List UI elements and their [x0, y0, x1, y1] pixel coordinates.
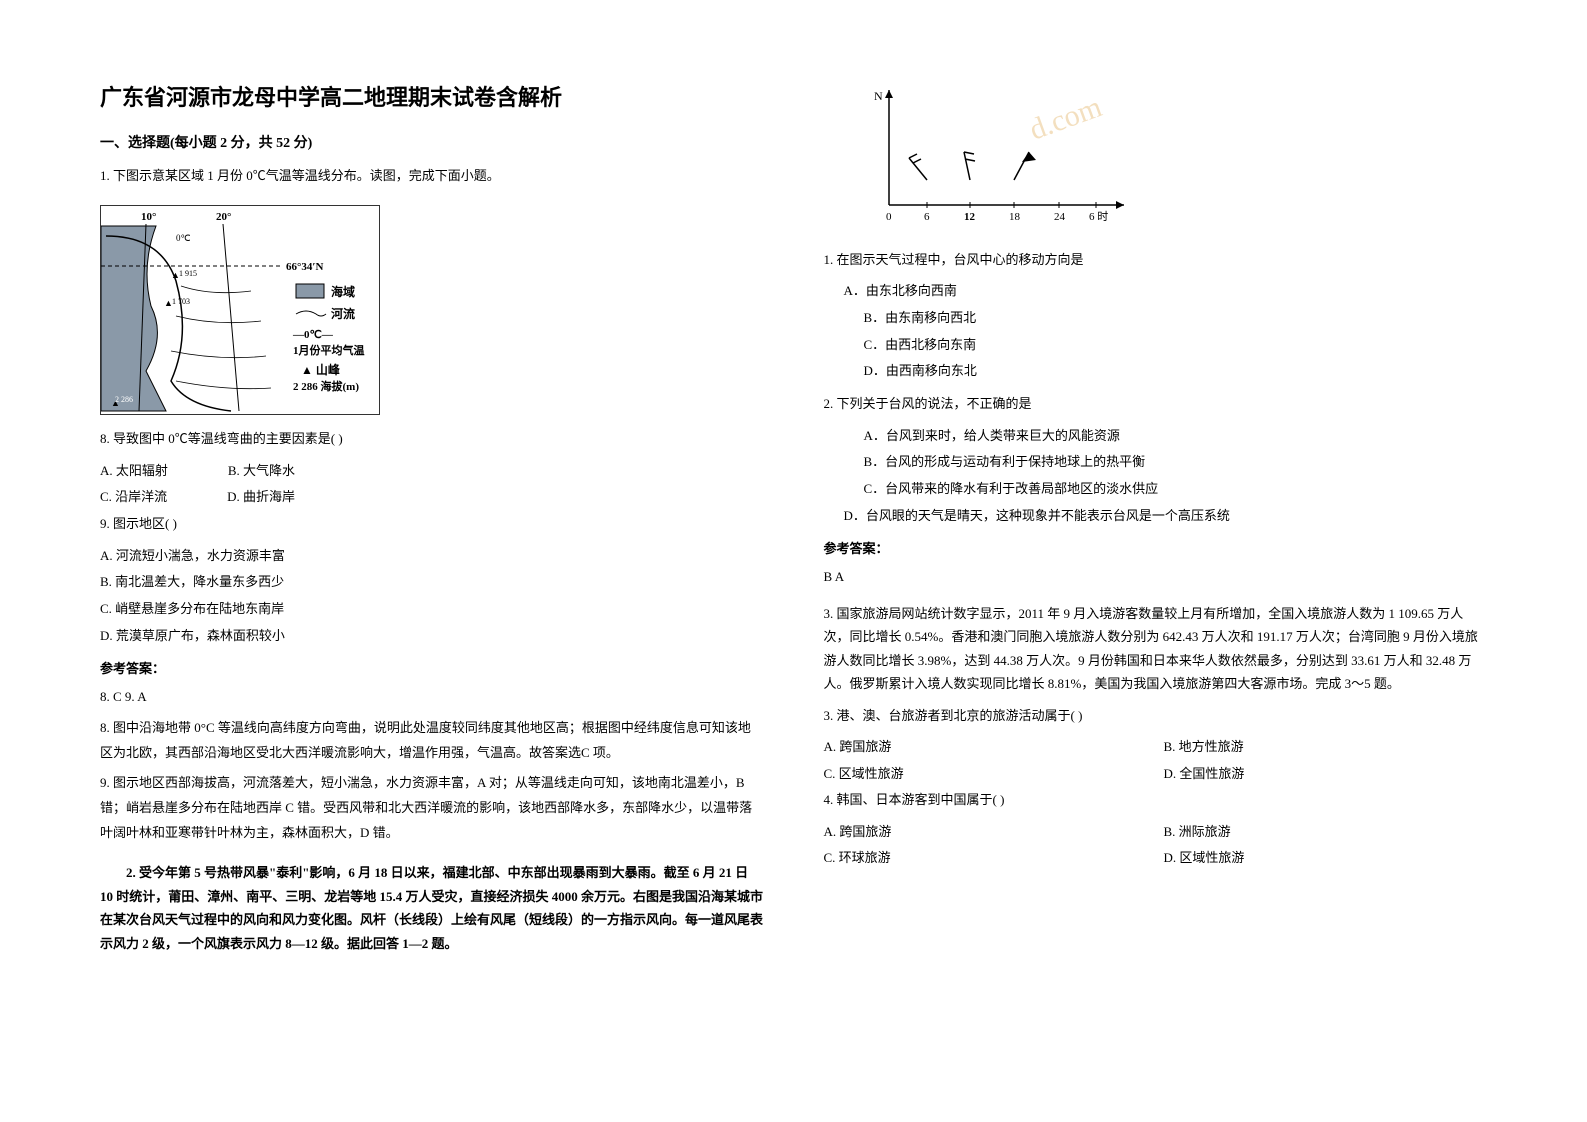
river-2	[176, 316, 261, 323]
ans1-line: 8. C 9. A	[100, 685, 764, 710]
y-arrow	[885, 90, 893, 98]
q8-d: D. 曲折海岸	[227, 485, 295, 510]
q2-2-b: B．台风的形成与运动有利于保持地球上的热平衡	[824, 450, 1488, 475]
q2-2-a: A．台风到来时，给人类带来巨大的风能资源	[824, 424, 1488, 449]
q2-1-b: B．由东南移向西北	[824, 306, 1488, 331]
watermark: d.com	[1025, 90, 1106, 146]
ans2-header: 参考答案：	[824, 538, 1488, 557]
q2-1-d: D．由西南移向东北	[824, 359, 1488, 384]
legend-sea: 海域	[331, 284, 355, 299]
legend-iso: —0℃—	[292, 329, 334, 341]
legend-sea-box	[296, 284, 324, 298]
lon-20: 20°	[216, 211, 231, 223]
q3-3-b: B. 地方性旅游	[1164, 735, 1244, 760]
y-label: N	[874, 89, 883, 103]
tick-6b: 6 时	[1089, 210, 1108, 223]
q8-b: B. 大气降水	[228, 459, 295, 484]
q9-b: B. 南北温差大，降水量东多西少	[100, 570, 764, 595]
q3-3-a: A. 跨国旅游	[824, 735, 1104, 760]
river-4	[176, 381, 271, 389]
q8-row2: C. 沿岸洋流 D. 曲折海岸	[100, 485, 764, 512]
q3-4-text: 4. 韩国、日本游客到中国属于( )	[824, 788, 1488, 811]
legend-peak: ▲ 山峰	[301, 362, 341, 377]
wind-6-tail1	[909, 154, 917, 158]
map-figure: 10° 20° 66°34′N 0℃ ▲ 1 915 ▲ 1 703 ▲ 2 2…	[100, 205, 380, 415]
q3-4-d: D. 区域性旅游	[1164, 846, 1245, 871]
q2-intro: 2. 受今年第 5 号热带风暴"泰利"影响，6 月 18 日以来，福建北部、中东…	[100, 861, 764, 955]
q2-1-text: 1. 在图示天气过程中，台风中心的移动方向是	[824, 248, 1488, 271]
river-1	[181, 286, 251, 293]
lat-label: 66°34′N	[286, 261, 323, 273]
wind-18-flag	[1022, 152, 1036, 162]
q8-text: 8. 导致图中 0℃等温线弯曲的主要因素是( )	[100, 427, 764, 450]
legend-temp: 1月份平均气温	[293, 343, 365, 357]
tick-0: 0	[886, 211, 892, 223]
ans1-exp8: 8. 图中沿海地带 0°C 等温线向高纬度方向弯曲，说明此处温度较同纬度其他地区…	[100, 716, 764, 765]
section-header: 一、选择题(每小题 2 分，共 52 分)	[100, 132, 764, 152]
q3-4-row1: A. 跨国旅游 B. 洲际旅游	[824, 820, 1488, 847]
q3-4-row2: C. 环球旅游 D. 区域性旅游	[824, 846, 1488, 873]
q9-c: C. 峭壁悬崖多分布在陆地东南岸	[100, 597, 764, 622]
q2-1-a: A．由东北移向西南	[824, 279, 1488, 304]
wind-12-tail1	[964, 152, 974, 154]
q3-3-c: C. 区域性旅游	[824, 762, 1104, 787]
meridian-20	[223, 224, 239, 411]
q3-4-b: B. 洲际旅游	[1164, 820, 1231, 845]
q2-2-text: 2. 下列关于台风的说法，不正确的是	[824, 392, 1488, 415]
peak-3-alt: 2 286	[115, 395, 133, 404]
q3-3-d: D. 全国性旅游	[1164, 762, 1245, 787]
q9-a: A. 河流短小湍急，水力资源丰富	[100, 544, 764, 569]
q3-3-text: 3. 港、澳、台旅游者到北京的旅游活动属于( )	[824, 704, 1488, 727]
sea-shape	[101, 226, 166, 411]
tick-18: 18	[1009, 211, 1021, 223]
q2-2-c: C．台风带来的降水有利于改善局部地区的淡水供应	[824, 477, 1488, 502]
q3-3-row1: A. 跨国旅游 B. 地方性旅游	[824, 735, 1488, 762]
q8-a: A. 太阳辐射	[100, 459, 168, 484]
wind-12-staff	[964, 152, 970, 180]
isotherm-label: 0℃	[176, 233, 191, 243]
ans2-line: B A	[824, 565, 1488, 590]
legend-alt: 2 286 海拔(m)	[293, 379, 359, 393]
ans1-exp9: 9. 图示地区西部海拔高，河流落差大，短小湍急，水力资源丰富，A 对；从等温线走…	[100, 771, 764, 845]
wind-6-tail2	[913, 159, 921, 163]
q3-4-a: A. 跨国旅游	[824, 820, 1104, 845]
q2-2-d: D．台风眼的天气是晴天，这种现象并不能表示台风是一个高压系统	[824, 504, 1488, 529]
wind-chart: d.com N 0 6 12 18 24 6 时	[864, 80, 1144, 230]
tick-12: 12	[964, 211, 976, 223]
q2-1-c: C．由西北移向东南	[824, 333, 1488, 358]
x-arrow	[1116, 201, 1124, 209]
right-column: d.com N 0 6 12 18 24 6 时	[824, 80, 1488, 1042]
tick-24: 24	[1054, 211, 1066, 223]
peak-2-alt: 1 703	[172, 297, 190, 306]
river-3	[171, 351, 266, 358]
peak-1-alt: 1 915	[179, 269, 197, 278]
q8-row1: A. 太阳辐射 B. 大气降水	[100, 459, 764, 486]
lon-10: 10°	[141, 211, 156, 223]
page-title: 广东省河源市龙母中学高二地理期末试卷含解析	[100, 80, 764, 112]
q3-intro: 3. 国家旅游局网站统计数字显示，2011 年 9 月入境游客数量较上月有所增加…	[824, 602, 1488, 696]
q8-c: C. 沿岸洋流	[100, 485, 167, 510]
q9-text: 9. 图示地区( )	[100, 512, 764, 535]
q1-intro: 1. 下图示意某区域 1 月份 0℃气温等温线分布。读图，完成下面小题。	[100, 164, 764, 187]
left-column: 广东省河源市龙母中学高二地理期末试卷含解析 一、选择题(每小题 2 分，共 52…	[100, 80, 764, 1042]
q3-4-c: C. 环球旅游	[824, 846, 1104, 871]
legend-river-line	[296, 311, 326, 316]
wind-svg: d.com N 0 6 12 18 24 6 时	[864, 80, 1144, 230]
tick-6: 6	[924, 211, 930, 223]
ans1-header: 参考答案：	[100, 658, 764, 677]
map-svg: 10° 20° 66°34′N 0℃ ▲ 1 915 ▲ 1 703 ▲ 2 2…	[101, 206, 381, 416]
q9-d: D. 荒漠草原广布，森林面积较小	[100, 624, 764, 649]
q3-3-row2: C. 区域性旅游 D. 全国性旅游	[824, 762, 1488, 789]
legend-river: 河流	[330, 306, 355, 321]
